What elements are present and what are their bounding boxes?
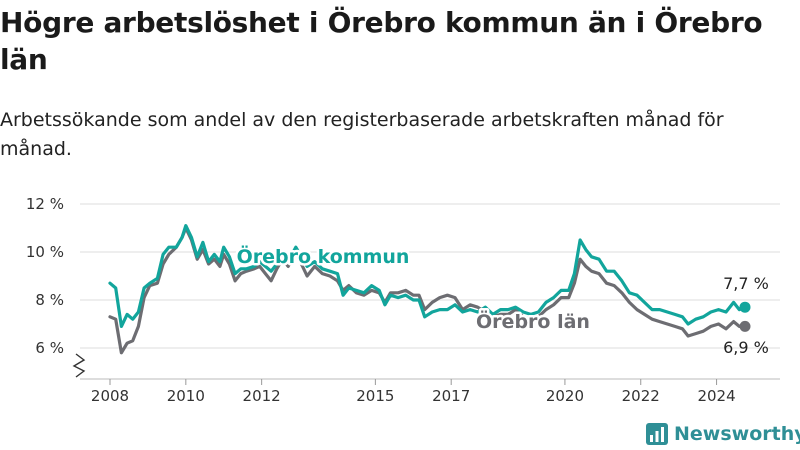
newsworthy-logo-icon <box>646 423 668 445</box>
x-tick-label: 2022 <box>622 387 660 405</box>
brand-name: Newsworthy <box>674 423 800 445</box>
series-end-point <box>739 301 751 313</box>
series-end-point <box>739 320 751 332</box>
y-axis: 6 % 8 % 10 % 12 % <box>26 195 64 357</box>
x-tick-label: 2024 <box>697 387 735 405</box>
series-name-label: Örebro kommun <box>237 244 410 268</box>
end-value-label: 7,7 % <box>723 274 769 293</box>
series-name-label: Örebro län <box>476 309 590 333</box>
newsworthy-brand[interactable]: Newsworthy <box>645 420 800 448</box>
y-tick-label: 10 % <box>26 243 64 261</box>
series-lines <box>108 224 751 355</box>
series-labels: Örebro kommun Örebro län 7,7 % 6,9 % <box>234 242 769 358</box>
end-value-label: 6,9 % <box>723 338 769 357</box>
series-line <box>108 224 747 328</box>
y-tick-label: 12 % <box>26 195 64 213</box>
chart-title: Högre arbetslöshet i Örebro kommun än i … <box>0 6 763 76</box>
series-line <box>108 226 747 355</box>
x-tick-label: 2015 <box>356 387 394 405</box>
x-tick-label: 2012 <box>243 387 281 405</box>
y-tick-label: 8 % <box>35 291 64 309</box>
x-axis: 2008 2010 2012 2015 2017 2020 2022 2024 <box>91 379 736 405</box>
x-tick-label: 2017 <box>432 387 470 405</box>
axis-break-icon <box>72 353 86 378</box>
x-tick-label: 2008 <box>91 387 129 405</box>
x-tick-label: 2020 <box>546 387 584 405</box>
y-tick-label: 6 % <box>35 339 64 357</box>
x-tick-label: 2010 <box>167 387 205 405</box>
chart-subtitle: Arbetssökande som andel av den registerb… <box>0 109 724 160</box>
